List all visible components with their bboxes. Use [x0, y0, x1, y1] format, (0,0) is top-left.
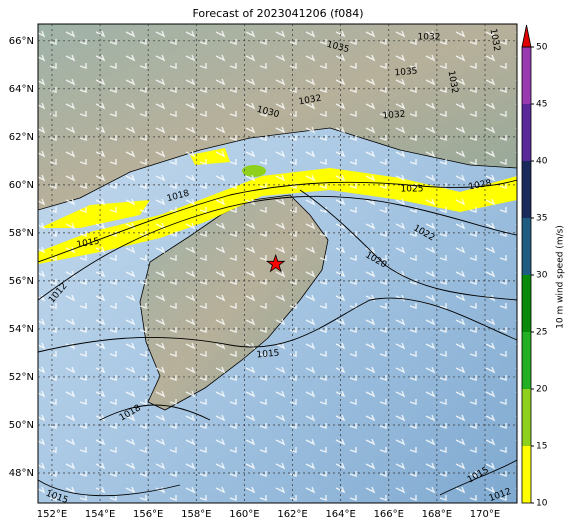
lat-tick-label: 48°N	[9, 468, 34, 479]
isobar-label: 1025	[401, 185, 424, 195]
colorbar-tick-label: 50	[536, 43, 548, 53]
isobars	[38, 179, 517, 497]
lat-tick-label: 62°N	[9, 132, 34, 143]
map-title: Forecast of 2023041206 (f084)	[192, 7, 363, 20]
colorbar-segment	[522, 332, 531, 389]
plot-frame	[37, 23, 518, 504]
lat-tick-label: 58°N	[9, 228, 34, 239]
lat-tick-label: 54°N	[9, 324, 34, 335]
colorbar-extension	[521, 24, 532, 48]
lon-tick-label: 168°E	[422, 509, 452, 520]
colorbar-segment	[522, 104, 531, 161]
colorbar-tick-label: 25	[536, 328, 547, 338]
lat-tick-label: 56°N	[9, 276, 34, 287]
isobar-label: 1015	[256, 349, 280, 361]
colorbar-segment	[522, 446, 531, 503]
colorbar-tick-label: 10	[536, 499, 548, 509]
lat-tick-label: 60°N	[9, 180, 34, 191]
lon-tick-label: 154°E	[85, 509, 115, 520]
isobar-label: 1032	[488, 28, 502, 52]
isobar-label: 1032	[298, 94, 322, 108]
colorbar-tick-label: 15	[536, 442, 547, 452]
colorbar-tick-label: 35	[536, 214, 547, 224]
lat-tick-label: 64°N	[9, 84, 34, 95]
colorbar-segment	[522, 161, 531, 218]
colorbar-tick-label: 20	[536, 385, 548, 395]
lat-tick-label: 52°N	[9, 372, 34, 383]
lon-tick-label: 158°E	[181, 509, 211, 520]
lon-tick-label: 170°E	[470, 509, 500, 520]
lat-tick-label: 50°N	[9, 420, 34, 431]
colorbar-segment	[522, 47, 531, 104]
isobar-label: 1035	[394, 67, 418, 79]
lon-tick-label: 160°E	[229, 509, 259, 520]
colorbar-label: 10 m wind speed (m/s)	[556, 225, 566, 329]
lon-tick-label: 162°E	[277, 509, 307, 520]
lon-tick-label: 152°E	[37, 509, 67, 520]
lon-tick-label: 156°E	[133, 509, 163, 520]
isobar-label: 1032	[382, 110, 406, 122]
isobar-label: 1028	[468, 179, 493, 193]
lon-tick-label: 166°E	[374, 509, 404, 520]
colorbar-segment	[522, 389, 531, 446]
isobar-label: 1015	[76, 237, 100, 251]
colorbar-segment	[522, 218, 531, 275]
location-marker	[265, 253, 286, 273]
lon-tick-label: 164°E	[325, 509, 355, 520]
isobar-label: 1032	[418, 33, 441, 43]
colorbar-tick-label: 40	[536, 157, 548, 167]
colorbar-segment	[522, 275, 531, 332]
isobar-label: 1032	[446, 70, 460, 94]
colorbar-tick-label: 45	[536, 100, 547, 110]
colorbar-tick-label: 30	[536, 271, 548, 281]
lat-tick-label: 66°N	[9, 36, 34, 47]
